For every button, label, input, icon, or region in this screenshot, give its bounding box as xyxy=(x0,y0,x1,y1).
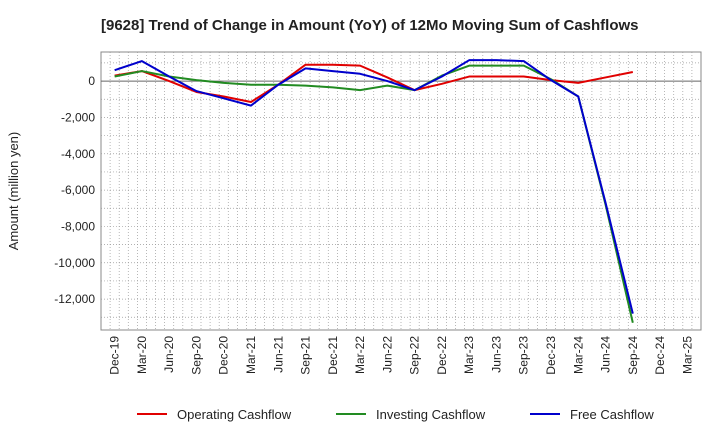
x-tick-label: Jun-22 xyxy=(380,336,394,373)
y-tick-label: -12,000 xyxy=(54,292,95,306)
x-tick-label: Dec-24 xyxy=(653,336,667,375)
x-tick-label: Mar-22 xyxy=(353,336,367,374)
x-tick-label: Dec-19 xyxy=(108,336,122,375)
x-tick-label: Sep-20 xyxy=(189,336,203,375)
x-tick-label: Mar-24 xyxy=(571,336,585,374)
legend-item-free-cashflow: Free Cashflow xyxy=(530,407,654,422)
x-tick-label: Jun-23 xyxy=(489,336,503,373)
y-axis-label: Amount (million yen) xyxy=(6,132,21,251)
free-cashflow-line xyxy=(114,59,634,314)
x-tick-label: Jun-24 xyxy=(599,336,613,373)
y-tick-label: 0 xyxy=(88,74,95,88)
chart-title: [9628] Trend of Change in Amount (YoY) o… xyxy=(101,17,639,34)
x-tick-label: Jun-20 xyxy=(162,336,176,373)
x-tick-label: Sep-23 xyxy=(517,336,531,375)
y-tick-label: -2,000 xyxy=(61,110,95,124)
y-tick-label: -4,000 xyxy=(61,147,95,161)
x-tick-label: Mar-20 xyxy=(135,336,149,374)
legend-label-investing-cashflow: Investing Cashflow xyxy=(376,407,486,422)
plot-area: 0 -2,000 -4,000 -6,000 -8,000 -10,000 -12,000 D… xyxy=(54,51,702,375)
x-tick-label: Dec-22 xyxy=(435,336,449,375)
x-tick-label: Jun-21 xyxy=(271,336,285,373)
y-tick-label: -6,000 xyxy=(61,183,95,197)
x-tick-label: Dec-23 xyxy=(544,336,558,375)
legend-item-operating-cashflow: Operating Cashflow xyxy=(137,407,292,422)
x-tick-label: Sep-24 xyxy=(626,336,640,375)
y-tick-label: -8,000 xyxy=(61,219,95,233)
legend-label-free-cashflow: Free Cashflow xyxy=(570,407,654,422)
y-tick-label: -10,000 xyxy=(54,256,95,270)
legend-label-operating-cashflow: Operating Cashflow xyxy=(177,407,292,422)
x-tick-label: Sep-21 xyxy=(299,336,313,375)
x-tick-label: Mar-25 xyxy=(680,336,694,374)
legend: Operating Cashflow Investing Cashflow Free… xyxy=(137,407,654,422)
legend-item-investing-cashflow: Investing Cashflow xyxy=(336,407,486,422)
x-tick-label: Mar-21 xyxy=(244,336,258,374)
x-tick-label: Dec-20 xyxy=(217,336,231,375)
x-tick-label: Mar-23 xyxy=(462,336,476,374)
x-tick-label: Dec-21 xyxy=(326,336,340,375)
x-tick-label: Sep-22 xyxy=(408,336,422,375)
